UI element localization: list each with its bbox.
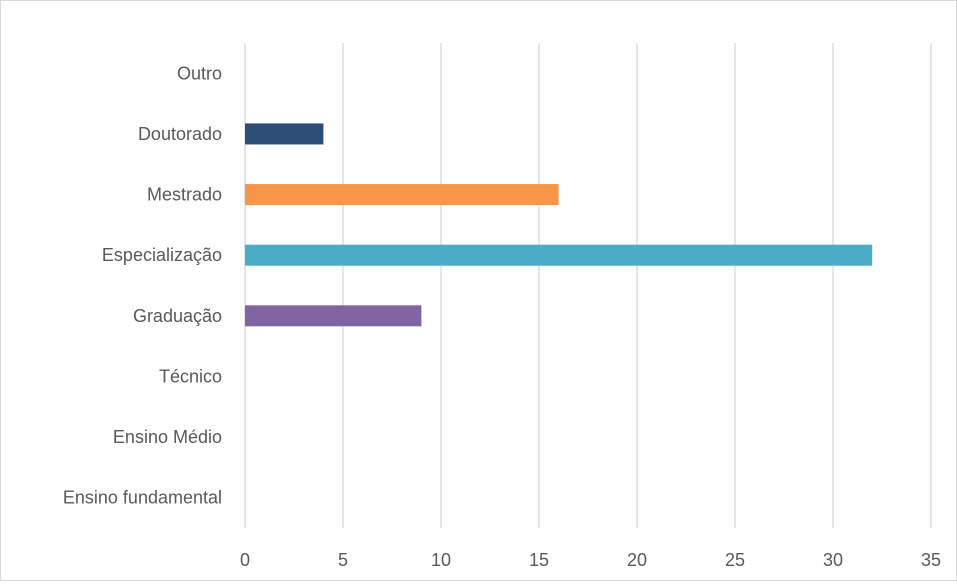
gridlines (244, 43, 932, 528)
x-tick-label: 20 (627, 550, 647, 570)
category-label: Especialização (102, 245, 222, 265)
bar (245, 244, 873, 266)
category-labels: Ensino fundamental Ensino Médio Técnico Gra… (63, 63, 222, 507)
x-tick-label: 5 (338, 550, 348, 570)
x-tick-label: 25 (725, 550, 745, 570)
x-tick-label: 15 (529, 550, 549, 570)
category-label: Outro (177, 63, 222, 83)
category-label: Ensino fundamental (63, 488, 222, 508)
x-tick-label: 0 (240, 550, 250, 570)
x-tick-labels: 0 5 10 15 20 25 30 35 (240, 550, 941, 570)
x-tick-label: 30 (823, 550, 843, 570)
bar (245, 184, 559, 206)
bar (245, 305, 422, 327)
bar (245, 123, 324, 145)
category-label: Técnico (159, 366, 222, 386)
category-label: Graduação (133, 306, 222, 326)
category-label: Ensino Médio (113, 427, 222, 447)
category-label: Mestrado (147, 185, 222, 205)
x-tick-label: 35 (921, 550, 941, 570)
category-label: Doutorado (138, 124, 222, 144)
bars (245, 123, 873, 327)
x-tick-label: 10 (431, 550, 451, 570)
